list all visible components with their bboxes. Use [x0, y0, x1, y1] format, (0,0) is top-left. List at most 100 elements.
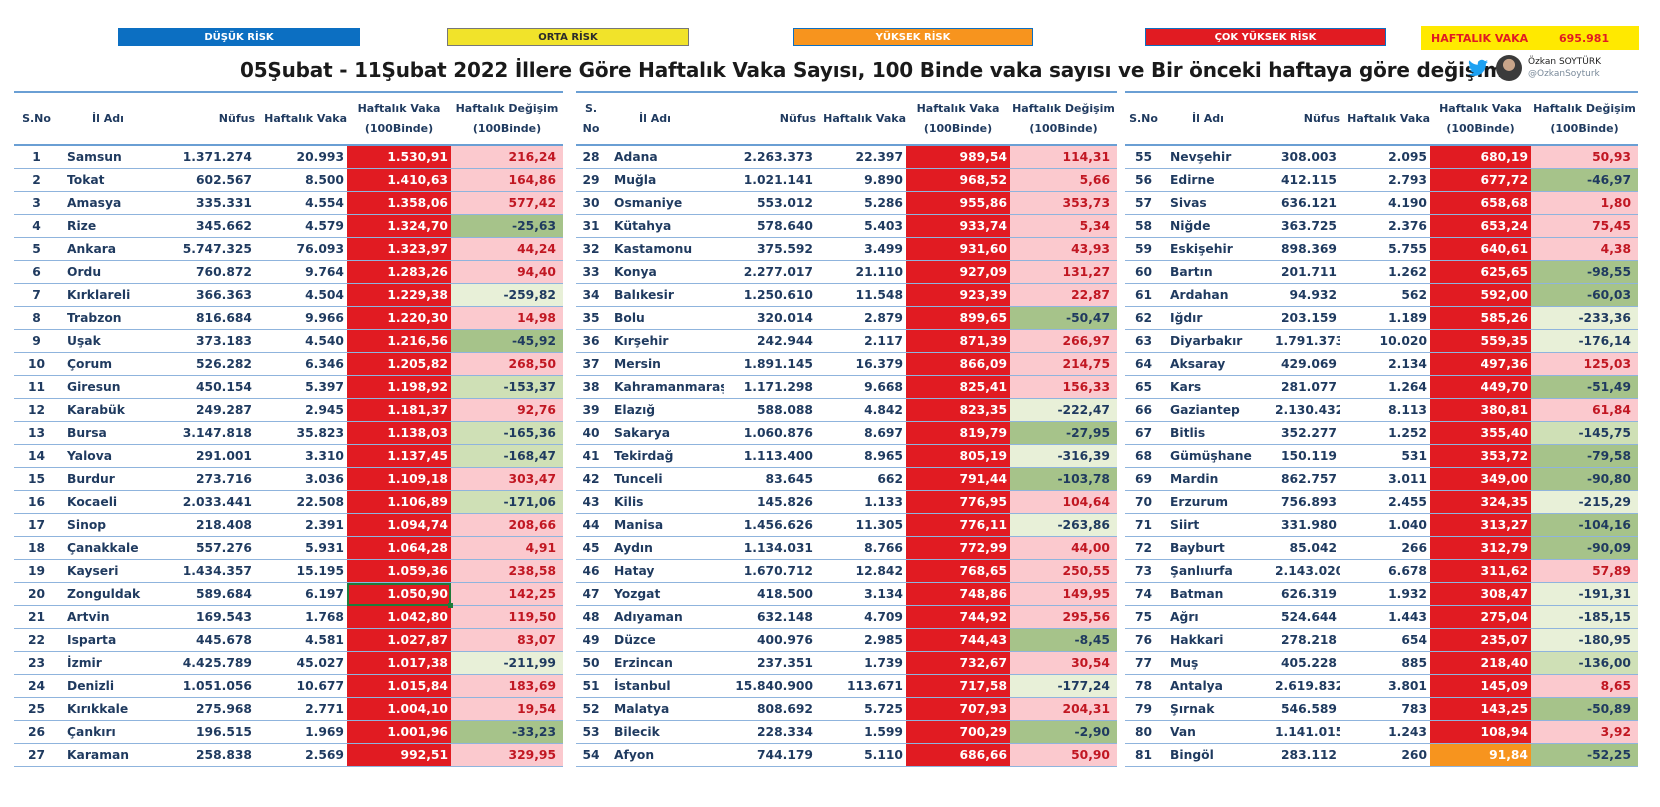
weekly-rate-per-100k[interactable]: 218,40: [1430, 651, 1531, 675]
weekly-cases[interactable]: 4.504: [255, 283, 347, 307]
population[interactable]: 2.033.441: [177, 490, 255, 514]
weekly-rate-per-100k[interactable]: 1.138,03: [347, 421, 451, 445]
weekly-cases[interactable]: 5.403: [816, 214, 906, 238]
row-number[interactable]: 59: [1125, 237, 1162, 261]
weekly-rate-per-100k[interactable]: 592,00: [1430, 283, 1531, 307]
weekly-change-per-100k[interactable]: -103,78: [1010, 467, 1117, 491]
weekly-cases[interactable]: 4.540: [255, 329, 347, 353]
weekly-cases[interactable]: 4.579: [255, 214, 347, 238]
weekly-cases[interactable]: 1.264: [1340, 375, 1430, 399]
row-number[interactable]: 6: [14, 260, 59, 284]
row-number[interactable]: 8: [14, 306, 59, 330]
weekly-rate-per-100k[interactable]: 717,58: [906, 674, 1010, 698]
province-name[interactable]: İstanbul: [606, 674, 724, 698]
table-row[interactable]: 51 İstanbul 15.840.900 113.671 717,58 -177,24: [576, 674, 1117, 698]
weekly-rate-per-100k[interactable]: 680,19: [1430, 145, 1531, 169]
weekly-rate-per-100k[interactable]: 349,00: [1430, 467, 1531, 491]
weekly-change-per-100k[interactable]: 266,97: [1010, 329, 1117, 353]
population[interactable]: 5.747.325: [177, 237, 255, 261]
weekly-rate-per-100k[interactable]: 235,07: [1430, 628, 1531, 652]
province-name[interactable]: Rize: [59, 214, 177, 238]
table-row[interactable]: 35 Bolu 320.014 2.879 899,65 -50,47: [576, 306, 1117, 330]
weekly-cases[interactable]: 2.569: [255, 743, 347, 767]
weekly-rate-per-100k[interactable]: 1.324,70: [347, 214, 451, 238]
table-row[interactable]: 69 Mardin 862.757 3.011 349,00 -90,80: [1125, 467, 1638, 491]
weekly-change-per-100k[interactable]: 30,54: [1010, 651, 1117, 675]
cell-selection-handle[interactable]: [448, 602, 453, 608]
province-name[interactable]: Kayseri: [59, 559, 177, 583]
weekly-cases[interactable]: 8.500: [255, 168, 347, 192]
row-number[interactable]: 42: [576, 467, 606, 491]
row-number[interactable]: 31: [576, 214, 606, 238]
weekly-cases[interactable]: 12.842: [816, 559, 906, 583]
row-number[interactable]: 62: [1125, 306, 1162, 330]
province-name[interactable]: Bitlis: [1162, 421, 1272, 445]
table-row[interactable]: 46 Hatay 1.670.712 12.842 768,65 250,55: [576, 559, 1117, 583]
row-number[interactable]: 70: [1125, 490, 1162, 514]
province-name[interactable]: Eskişehir: [1162, 237, 1272, 261]
weekly-change-per-100k[interactable]: 214,75: [1010, 352, 1117, 376]
row-number[interactable]: 40: [576, 421, 606, 445]
weekly-rate-per-100k[interactable]: 1.220,30: [347, 306, 451, 330]
weekly-cases[interactable]: 3.011: [1340, 467, 1430, 491]
weekly-rate-per-100k[interactable]: 497,36: [1430, 352, 1531, 376]
province-name[interactable]: Muğla: [606, 168, 724, 192]
weekly-change-per-100k[interactable]: 204,31: [1010, 697, 1117, 721]
weekly-change-per-100k[interactable]: 329,95: [451, 743, 563, 767]
weekly-change-per-100k[interactable]: -51,49: [1531, 375, 1638, 399]
table-row[interactable]: 40 Sakarya 1.060.876 8.697 819,79 -27,95: [576, 421, 1117, 445]
table-row[interactable]: 72 Bayburt 85.042 266 312,79 -90,09: [1125, 536, 1638, 560]
row-number[interactable]: 1: [14, 145, 59, 169]
row-number[interactable]: 37: [576, 352, 606, 376]
weekly-cases[interactable]: 10.020: [1340, 329, 1430, 353]
weekly-change-per-100k[interactable]: 4,91: [451, 536, 563, 560]
weekly-rate-per-100k[interactable]: 825,41: [906, 375, 1010, 399]
row-number[interactable]: 43: [576, 490, 606, 514]
weekly-cases[interactable]: 6.346: [255, 352, 347, 376]
weekly-cases[interactable]: 15.195: [255, 559, 347, 583]
row-number[interactable]: 16: [14, 490, 59, 514]
table-row[interactable]: 74 Batman 626.319 1.932 308,47 -191,31: [1125, 582, 1638, 606]
table-row[interactable]: 29 Muğla 1.021.141 9.890 968,52 5,66: [576, 168, 1117, 192]
weekly-change-per-100k[interactable]: -176,14: [1531, 329, 1638, 353]
table-row[interactable]: 71 Siirt 331.980 1.040 313,27 -104,16: [1125, 513, 1638, 537]
weekly-rate-per-100k[interactable]: 1.181,37: [347, 398, 451, 422]
weekly-change-per-100k[interactable]: -136,00: [1531, 651, 1638, 675]
population[interactable]: 275.968: [177, 697, 255, 721]
weekly-change-per-100k[interactable]: 295,56: [1010, 605, 1117, 629]
weekly-cases[interactable]: 3.134: [816, 582, 906, 606]
weekly-rate-per-100k[interactable]: 308,47: [1430, 582, 1531, 606]
table-row[interactable]: 53 Bilecik 228.334 1.599 700,29 -2,90: [576, 720, 1117, 744]
weekly-change-per-100k[interactable]: -104,16: [1531, 513, 1638, 537]
population[interactable]: 3.147.818: [177, 421, 255, 445]
province-name[interactable]: Çankırı: [59, 720, 177, 744]
province-name[interactable]: Erzincan: [606, 651, 724, 675]
province-name[interactable]: Mersin: [606, 352, 724, 376]
weekly-change-per-100k[interactable]: -168,47: [451, 444, 563, 468]
weekly-change-per-100k[interactable]: -90,09: [1531, 536, 1638, 560]
province-name[interactable]: Yalova: [59, 444, 177, 468]
weekly-cases[interactable]: 1.133: [816, 490, 906, 514]
population[interactable]: 373.183: [177, 329, 255, 353]
table-row[interactable]: 19 Kayseri 1.434.357 15.195 1.059,36 238,58: [14, 559, 563, 583]
table-row[interactable]: 31 Kütahya 578.640 5.403 933,74 5,34: [576, 214, 1117, 238]
weekly-rate-per-100k[interactable]: 312,79: [1430, 536, 1531, 560]
weekly-change-per-100k[interactable]: 5,34: [1010, 214, 1117, 238]
weekly-rate-per-100k[interactable]: 1.229,38: [347, 283, 451, 307]
weekly-rate-per-100k[interactable]: 311,62: [1430, 559, 1531, 583]
row-number[interactable]: 35: [576, 306, 606, 330]
weekly-cases[interactable]: 45.027: [255, 651, 347, 675]
province-name[interactable]: Burdur: [59, 467, 177, 491]
row-number[interactable]: 15: [14, 467, 59, 491]
weekly-cases[interactable]: 2.793: [1340, 168, 1430, 192]
row-number[interactable]: 73: [1125, 559, 1162, 583]
weekly-rate-per-100k[interactable]: 355,40: [1430, 421, 1531, 445]
table-row[interactable]: 18 Çanakkale 557.276 5.931 1.064,28 4,91: [14, 536, 563, 560]
weekly-cases[interactable]: 1.040: [1340, 513, 1430, 537]
weekly-rate-per-100k[interactable]: 866,09: [906, 352, 1010, 376]
province-name[interactable]: Kütahya: [606, 214, 724, 238]
table-row[interactable]: 3 Amasya 335.331 4.554 1.358,06 577,42: [14, 191, 563, 215]
table-row[interactable]: 61 Ardahan 94.932 562 592,00 -60,03: [1125, 283, 1638, 307]
weekly-rate-per-100k[interactable]: 1.015,84: [347, 674, 451, 698]
population[interactable]: 242.944: [724, 329, 816, 353]
